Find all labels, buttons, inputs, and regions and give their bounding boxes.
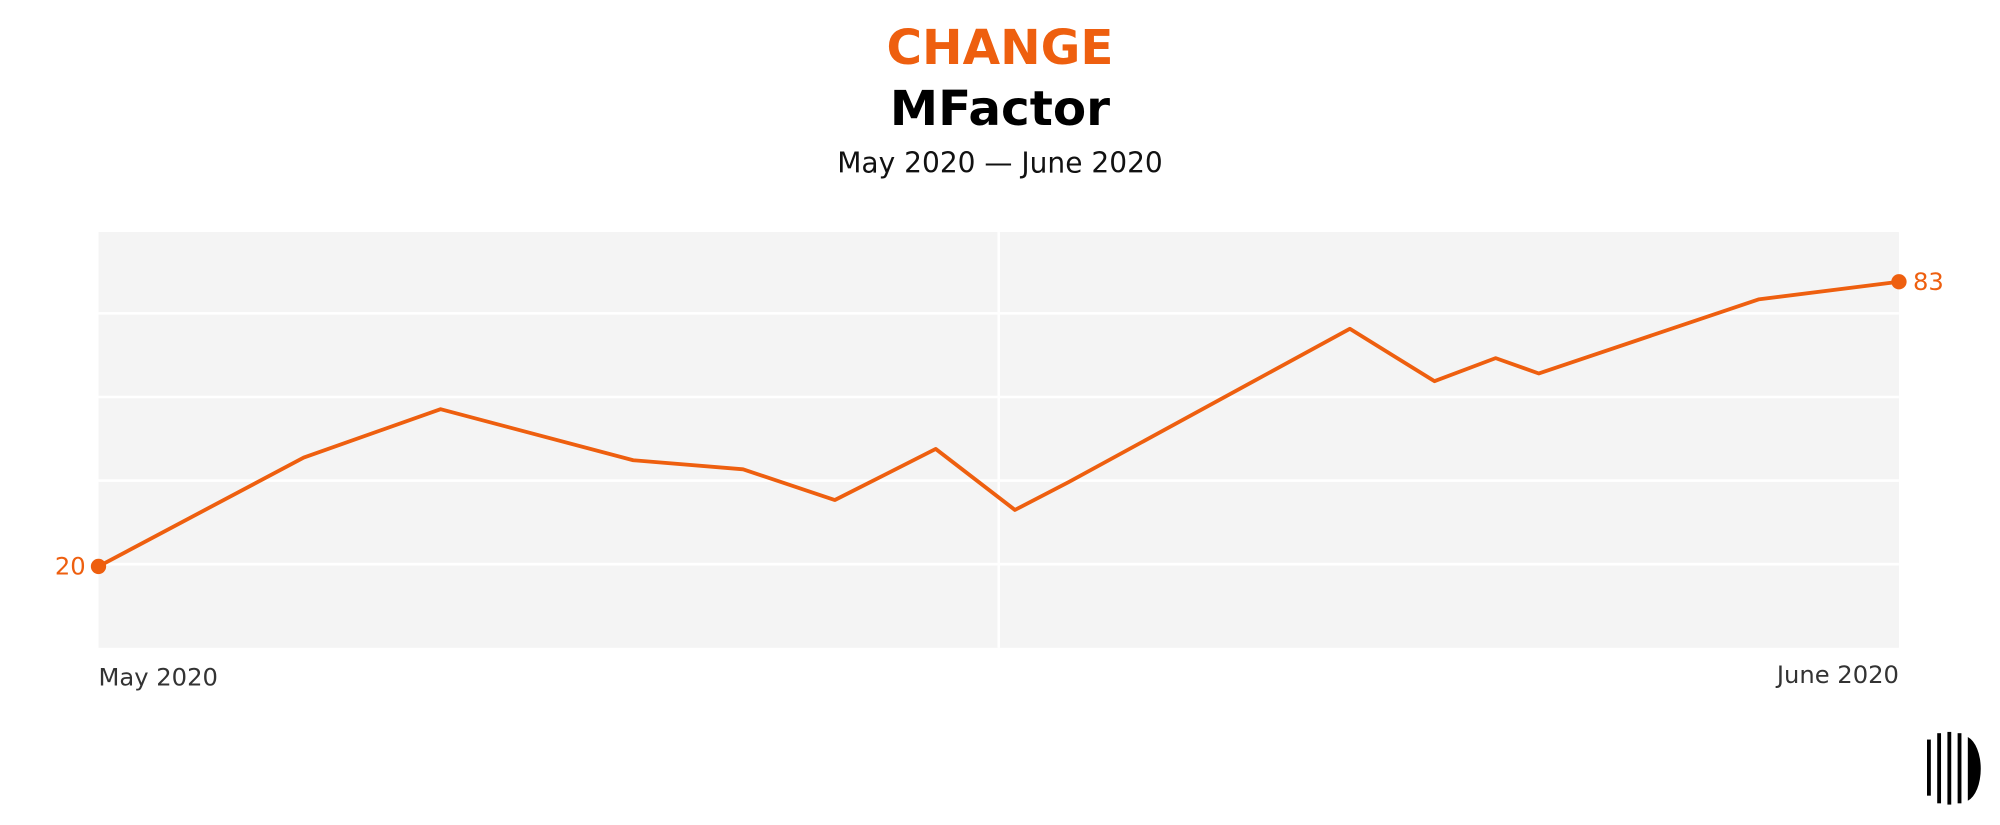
end-point: [1891, 274, 1907, 290]
logo: [1927, 731, 1981, 805]
kicker: CHANGE: [887, 20, 1114, 76]
chart-title: MFactor: [890, 81, 1110, 137]
end-point: [90, 558, 107, 575]
value-label: 20: [55, 553, 86, 581]
value-label: 83: [1913, 268, 1944, 296]
chart-subtitle: May 2020 — June 2020: [837, 146, 1163, 179]
x-tick-label: June 2020: [1775, 661, 1899, 689]
x-tick-label: May 2020: [98, 663, 217, 691]
line: [97, 279, 1900, 569]
